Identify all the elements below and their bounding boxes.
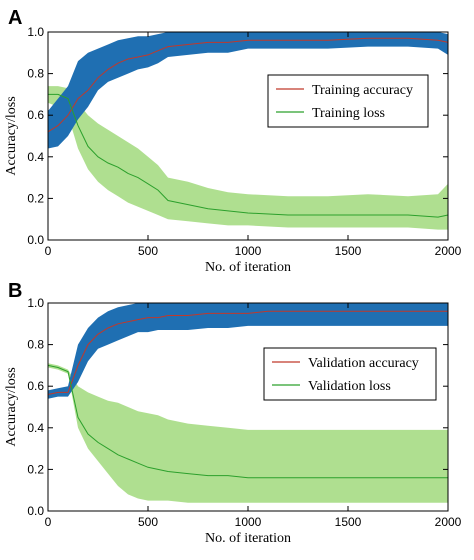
panel-b-legend-label-loss: Validation loss: [308, 379, 391, 394]
panel-b-x-tick-label: 1500: [335, 515, 362, 529]
panel-b-y-tick-label: 0.4: [27, 421, 44, 435]
panel-b-loss-line: [47, 364, 448, 479]
panel-a-y-axis-label: Accuracy/loss: [4, 96, 19, 175]
panel-a-lines: [47, 37, 449, 218]
panel-a-legend-box: [267, 74, 429, 128]
panel-a-x-tick-label: 2000: [435, 244, 462, 258]
panel-a-label: A: [8, 7, 22, 29]
panel-b-accuracy-line: [47, 310, 448, 395]
panel-b: B 0 500 1000 1500 2000 0.0 0.2 0.4 0.6 0.8 1.0 No.…: [4, 280, 462, 546]
panel-b-x-axis-label: No. of iteration: [205, 531, 291, 546]
panel-a-legend: Training accuracy Training loss: [267, 74, 429, 128]
panel-a-bands: [48, 32, 448, 230]
panel-a-y-tick-label: 1.0: [27, 25, 44, 39]
panel-b-x-tick-label: 2000: [435, 515, 462, 529]
panel-a-accuracy-line: [47, 37, 449, 133]
panel-b-ticks: 0 500 1000 1500 2000 0.0 0.2 0.4 0.6 0.8 1.0: [27, 296, 461, 529]
panel-a-x-tick-label: 1500: [335, 244, 362, 258]
panel-b-x-tick-label: 1000: [235, 515, 262, 529]
panel-a-x-tick-label: 1000: [235, 244, 262, 258]
panel-a-legend-label-accuracy: Training accuracy: [312, 83, 413, 98]
panel-b-legend-label-accuracy: Validation accuracy: [308, 356, 419, 371]
panel-a-loss-band: [48, 86, 448, 230]
panel-b-y-tick-label: 0.6: [27, 379, 44, 393]
panel-a-y-tick-label: 0.4: [27, 150, 44, 164]
panel-a-ticks: 0 500 1000 1500 2000 0.0 0.2 0.4 0.6 0.8 1.0: [27, 25, 461, 258]
panel-b-legend: Validation accuracy Validation loss: [263, 347, 437, 401]
panel-b-x-tick-label: 500: [138, 515, 158, 529]
panel-b-bands: [48, 303, 448, 503]
panel-a-y-tick-label: 0.0: [27, 233, 44, 247]
panel-a-loss-line: [48, 93, 449, 218]
panel-a-y-tick-label: 0.2: [27, 191, 44, 205]
panel-b-y-tick-label: 0.2: [27, 462, 44, 476]
panel-b-y-axis-label: Accuracy/loss: [4, 367, 19, 446]
panel-a: A 0 500 1000 1500 2000 0.0 0.2 0.4 0.6 0.8 1.0 No.…: [4, 7, 462, 275]
panel-b-loss-band: [48, 363, 448, 503]
panel-b-y-tick-label: 0.8: [27, 338, 44, 352]
panel-a-x-tick-label: 500: [138, 244, 158, 258]
panel-b-y-tick-label: 1.0: [27, 296, 44, 310]
panel-a-accuracy-band: [48, 32, 448, 149]
panel-b-lines: [47, 310, 448, 479]
panel-b-accuracy-band: [48, 303, 448, 399]
panel-b-y-tick-label: 0.0: [27, 504, 44, 518]
panel-a-x-tick-label: 0: [45, 244, 52, 258]
panel-b-x-tick-label: 0: [45, 515, 52, 529]
panel-a-legend-label-loss: Training loss: [312, 106, 385, 121]
panel-a-y-tick-label: 0.8: [27, 67, 44, 81]
panel-b-label: B: [8, 280, 22, 302]
panel-a-x-axis-label: No. of iteration: [205, 260, 291, 275]
panel-b-legend-box: [263, 347, 437, 401]
panel-a-y-tick-label: 0.6: [27, 108, 44, 122]
